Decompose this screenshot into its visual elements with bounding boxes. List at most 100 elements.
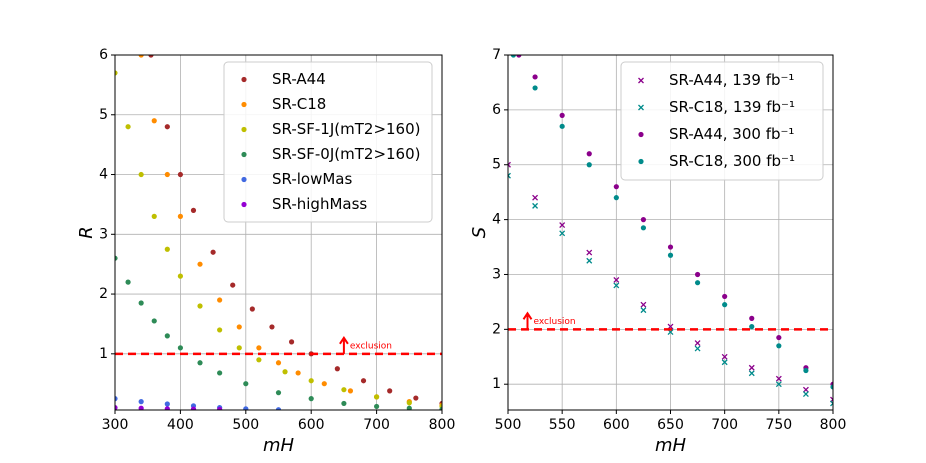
point bbox=[138, 55, 144, 58]
point bbox=[510, 55, 517, 58]
point bbox=[803, 367, 809, 374]
point bbox=[508, 172, 511, 179]
point bbox=[613, 195, 619, 201]
y-tick-label: 7 bbox=[492, 47, 501, 63]
y-tick-label: 3 bbox=[492, 266, 501, 282]
point bbox=[243, 381, 249, 387]
point bbox=[640, 217, 647, 223]
point bbox=[138, 405, 144, 410]
point bbox=[308, 396, 314, 402]
y-tick-label: 6 bbox=[492, 102, 501, 118]
point bbox=[236, 345, 242, 351]
point bbox=[115, 70, 118, 76]
point bbox=[640, 301, 647, 308]
plot-area bbox=[115, 55, 442, 410]
point bbox=[125, 279, 131, 285]
point bbox=[559, 230, 566, 237]
point bbox=[197, 303, 203, 309]
point bbox=[748, 364, 755, 371]
point bbox=[802, 391, 809, 398]
point bbox=[249, 306, 255, 312]
y-tick-label: 4 bbox=[492, 212, 501, 228]
point bbox=[775, 381, 782, 388]
point bbox=[694, 280, 701, 286]
point bbox=[559, 112, 565, 118]
point bbox=[308, 378, 314, 384]
point bbox=[164, 124, 170, 130]
point bbox=[694, 345, 701, 352]
point bbox=[406, 405, 412, 410]
point bbox=[275, 390, 282, 396]
point bbox=[802, 386, 809, 393]
point bbox=[190, 207, 197, 213]
y-tick-label: 1 bbox=[492, 376, 501, 392]
x-tick-label: 700 bbox=[363, 417, 390, 433]
point bbox=[776, 334, 782, 341]
point bbox=[138, 399, 144, 405]
point bbox=[341, 387, 347, 393]
point bbox=[586, 257, 593, 264]
y-tick-label: 5 bbox=[492, 157, 501, 173]
legend-marker bbox=[241, 176, 247, 183]
point bbox=[164, 406, 170, 410]
legend-box bbox=[620, 61, 824, 181]
x-tick-label: 600 bbox=[298, 417, 325, 433]
point bbox=[334, 366, 340, 372]
point bbox=[559, 222, 566, 229]
point bbox=[177, 213, 183, 219]
point bbox=[748, 370, 755, 377]
exclusion-arrow bbox=[522, 311, 533, 330]
point bbox=[288, 339, 295, 345]
point bbox=[282, 369, 288, 375]
point bbox=[374, 403, 380, 410]
point bbox=[667, 244, 674, 250]
x-tick-label: 600 bbox=[603, 417, 630, 433]
legend-label: SR-A44, 139 fb⁻¹ bbox=[669, 71, 794, 89]
x-tick-label: 750 bbox=[765, 417, 792, 433]
legend-marker bbox=[638, 158, 644, 165]
x-tick-label: 400 bbox=[167, 417, 194, 433]
legend-marker bbox=[638, 104, 644, 111]
point bbox=[125, 124, 131, 130]
point bbox=[197, 261, 203, 267]
axes-frame bbox=[114, 54, 443, 411]
y-tick-label: 4 bbox=[99, 167, 108, 183]
point bbox=[164, 171, 170, 178]
point bbox=[387, 388, 393, 394]
annotation: exclusion bbox=[350, 341, 392, 351]
point bbox=[230, 282, 236, 288]
x-tick-label: 550 bbox=[549, 417, 576, 433]
point bbox=[532, 202, 539, 209]
point bbox=[210, 249, 216, 255]
point bbox=[138, 300, 144, 306]
x-axis-label: mH bbox=[263, 435, 295, 456]
legend-label: SR-C18 bbox=[272, 95, 326, 113]
point bbox=[532, 85, 538, 91]
legend-label: SR-A44, 300 fb⁻¹ bbox=[669, 125, 794, 143]
point bbox=[721, 353, 728, 360]
x-tick-label: 700 bbox=[711, 417, 738, 433]
y-tick-label: 2 bbox=[492, 321, 501, 337]
point bbox=[217, 406, 223, 410]
legend-marker bbox=[241, 151, 247, 158]
point bbox=[640, 225, 647, 231]
legend-label: SR-A44 bbox=[272, 70, 326, 88]
y-tick-label: 2 bbox=[99, 286, 108, 302]
point bbox=[151, 118, 157, 124]
point bbox=[236, 324, 242, 330]
point bbox=[613, 282, 620, 289]
legend-marker bbox=[241, 76, 247, 83]
point bbox=[164, 333, 170, 339]
legend-box bbox=[223, 61, 433, 223]
point bbox=[115, 405, 118, 410]
point bbox=[347, 388, 354, 394]
point bbox=[749, 323, 755, 330]
y-tick-label: 3 bbox=[99, 226, 108, 242]
legend-label: SR-SF-0J(mT2>160) bbox=[272, 145, 421, 163]
point bbox=[148, 55, 154, 58]
point bbox=[164, 401, 170, 407]
x-tick-label: 800 bbox=[820, 417, 847, 433]
legend-label: SR-highMass bbox=[272, 195, 367, 213]
point bbox=[413, 395, 419, 401]
point bbox=[586, 151, 592, 157]
